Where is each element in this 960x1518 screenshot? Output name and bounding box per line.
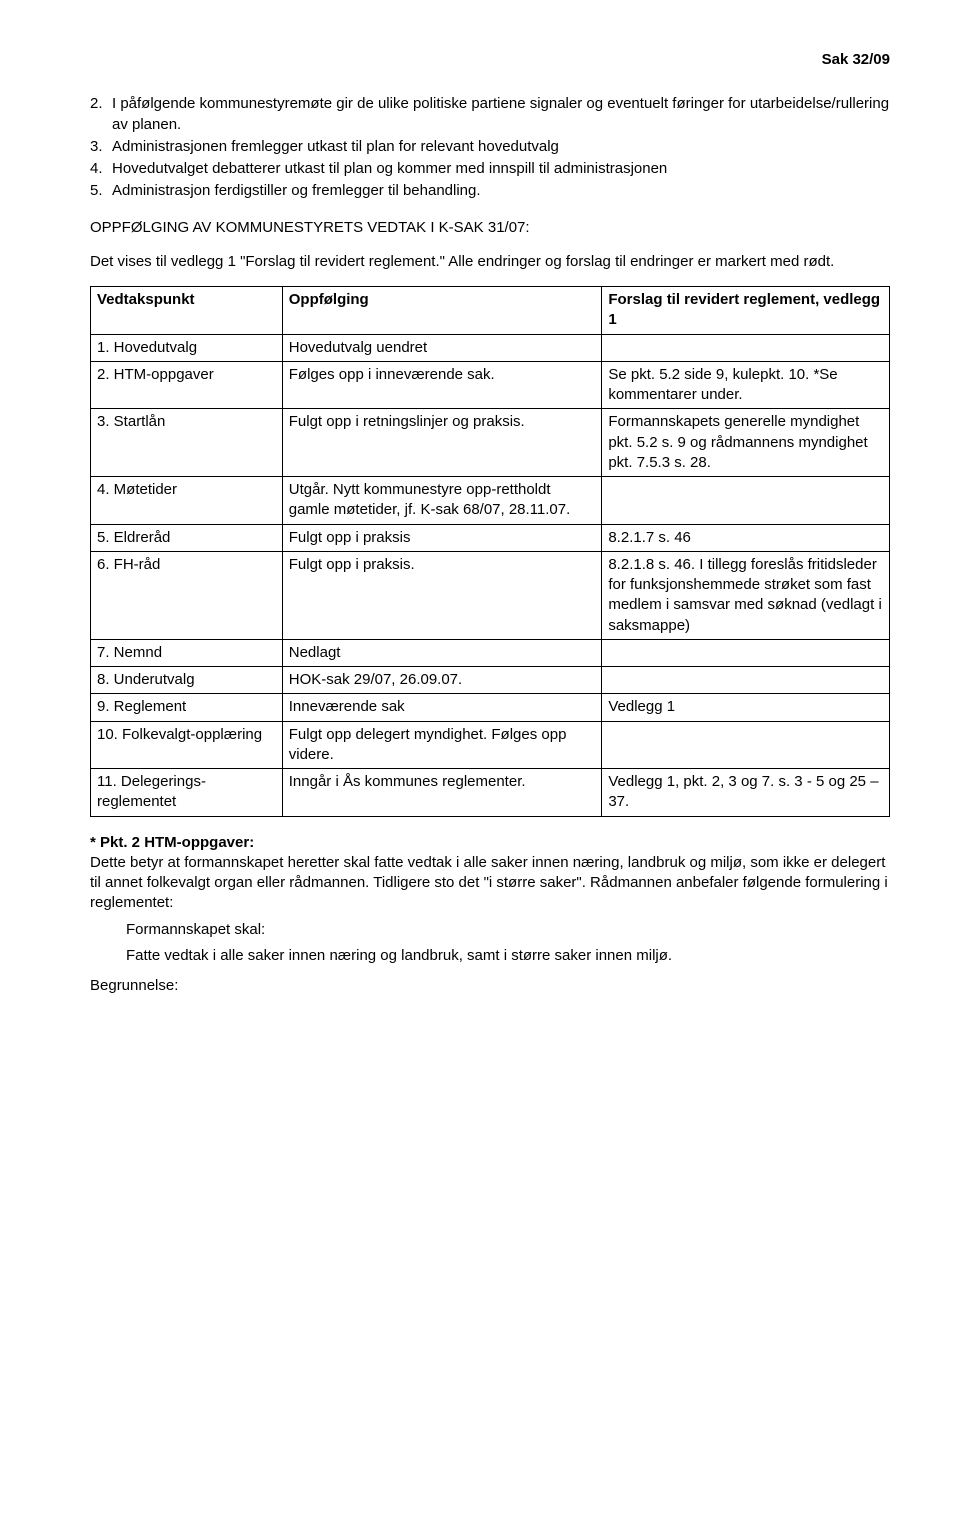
table-cell: 3. Startlån <box>91 409 283 477</box>
table-cell: 10. Folkevalgt-opplæring <box>91 721 283 769</box>
table-cell <box>602 721 890 769</box>
table-cell: Utgår. Nytt kommunestyre opp-rettholdt g… <box>282 477 602 525</box>
table-cell: 8.2.1.7 s. 46 <box>602 524 890 551</box>
list-item-text: Administrasjon ferdigstiller og fremlegg… <box>112 181 890 201</box>
table-cell <box>602 334 890 361</box>
table-cell: Fulgt opp i retningslinjer og praksis. <box>282 409 602 477</box>
table-cell: Fulgt opp i praksis. <box>282 551 602 639</box>
table-cell: Se pkt. 5.2 side 9, kulepkt. 10. *Se kom… <box>602 361 890 409</box>
footer-indent-line: Formannskapet skal: <box>126 920 890 940</box>
table-row: 1. HovedutvalgHovedutvalg uendret <box>91 334 890 361</box>
table-cell: 9. Reglement <box>91 694 283 721</box>
table-cell: Inneværende sak <box>282 694 602 721</box>
table-cell <box>602 667 890 694</box>
list-item-number: 5. <box>90 181 112 201</box>
table-cell <box>602 639 890 666</box>
table-row: 10. Folkevalgt-opplæringFulgt opp delege… <box>91 721 890 769</box>
table-header-oppfolging: Oppfølging <box>282 287 602 335</box>
table-cell: Hovedutvalg uendret <box>282 334 602 361</box>
footer-paragraph: Dette betyr at formannskapet heretter sk… <box>90 853 890 914</box>
list-item: 5. Administrasjon ferdigstiller og freml… <box>90 181 890 201</box>
list-item-text: Administrasjonen fremlegger utkast til p… <box>112 137 890 157</box>
table-cell: 8.2.1.8 s. 46. I tillegg foreslås fritid… <box>602 551 890 639</box>
table-cell: 8. Underutvalg <box>91 667 283 694</box>
table-cell: Inngår i Ås kommunes reglementer. <box>282 769 602 817</box>
table-cell: 4. Møtetider <box>91 477 283 525</box>
table-row: 9. ReglementInneværende sakVedlegg 1 <box>91 694 890 721</box>
list-item-text: Hovedutvalget debatterer utkast til plan… <box>112 159 890 179</box>
table-row: 6. FH-rådFulgt opp i praksis.8.2.1.8 s. … <box>91 551 890 639</box>
list-item-text: I påfølgende kommunestyremøte gir de uli… <box>112 94 890 135</box>
table-cell: 6. FH-råd <box>91 551 283 639</box>
table-cell: Fulgt opp delegert myndighet. Følges opp… <box>282 721 602 769</box>
table-cell <box>602 477 890 525</box>
list-item-number: 4. <box>90 159 112 179</box>
footer-heading: * Pkt. 2 HTM-oppgaver: <box>90 833 890 853</box>
table-row: 7. NemndNedlagt <box>91 639 890 666</box>
list-item-number: 3. <box>90 137 112 157</box>
table-cell: 2. HTM-oppgaver <box>91 361 283 409</box>
table-cell: Vedlegg 1, pkt. 2, 3 og 7. s. 3 - 5 og 2… <box>602 769 890 817</box>
table-cell: Formannskapets generelle myndighet pkt. … <box>602 409 890 477</box>
list-item: 3. Administrasjonen fremlegger utkast ti… <box>90 137 890 157</box>
footer-indent-line: Fatte vedtak i alle saker innen næring o… <box>126 946 890 966</box>
table-cell: 5. Eldreråd <box>91 524 283 551</box>
table-cell: Vedlegg 1 <box>602 694 890 721</box>
case-reference: Sak 32/09 <box>90 50 890 70</box>
table-row: 4. MøtetiderUtgår. Nytt kommunestyre opp… <box>91 477 890 525</box>
table-header-vedtakspunkt: Vedtakspunkt <box>91 287 283 335</box>
list-item: 4. Hovedutvalget debatterer utkast til p… <box>90 159 890 179</box>
table-cell: Nedlagt <box>282 639 602 666</box>
table-row: 11. Delegerings-reglementetInngår i Ås k… <box>91 769 890 817</box>
followup-heading: OPPFØLGING AV KOMMUNESTYRETS VEDTAK I K-… <box>90 218 890 238</box>
list-item: 2. I påfølgende kommunestyremøte gir de … <box>90 94 890 135</box>
table-cell: HOK-sak 29/07, 26.09.07. <box>282 667 602 694</box>
table-cell: 7. Nemnd <box>91 639 283 666</box>
table-body: 1. HovedutvalgHovedutvalg uendret 2. HTM… <box>91 334 890 816</box>
begrunnelse-label: Begrunnelse: <box>90 976 890 996</box>
intro-paragraph: Det vises til vedlegg 1 "Forslag til rev… <box>90 252 890 272</box>
table-row: 5. EldrerådFulgt opp i praksis8.2.1.7 s.… <box>91 524 890 551</box>
table-cell: Fulgt opp i praksis <box>282 524 602 551</box>
table-cell: Følges opp i inneværende sak. <box>282 361 602 409</box>
numbered-list: 2. I påfølgende kommunestyremøte gir de … <box>90 94 890 201</box>
list-item-number: 2. <box>90 94 112 135</box>
followup-table: Vedtakspunkt Oppfølging Forslag til revi… <box>90 286 890 817</box>
table-header-row: Vedtakspunkt Oppfølging Forslag til revi… <box>91 287 890 335</box>
table-row: 8. UnderutvalgHOK-sak 29/07, 26.09.07. <box>91 667 890 694</box>
table-row: 2. HTM-oppgaverFølges opp i inneværende … <box>91 361 890 409</box>
table-row: 3. StartlånFulgt opp i retningslinjer og… <box>91 409 890 477</box>
table-cell: 11. Delegerings-reglementet <box>91 769 283 817</box>
table-cell: 1. Hovedutvalg <box>91 334 283 361</box>
table-header-forslag: Forslag til revidert reglement, vedlegg … <box>602 287 890 335</box>
